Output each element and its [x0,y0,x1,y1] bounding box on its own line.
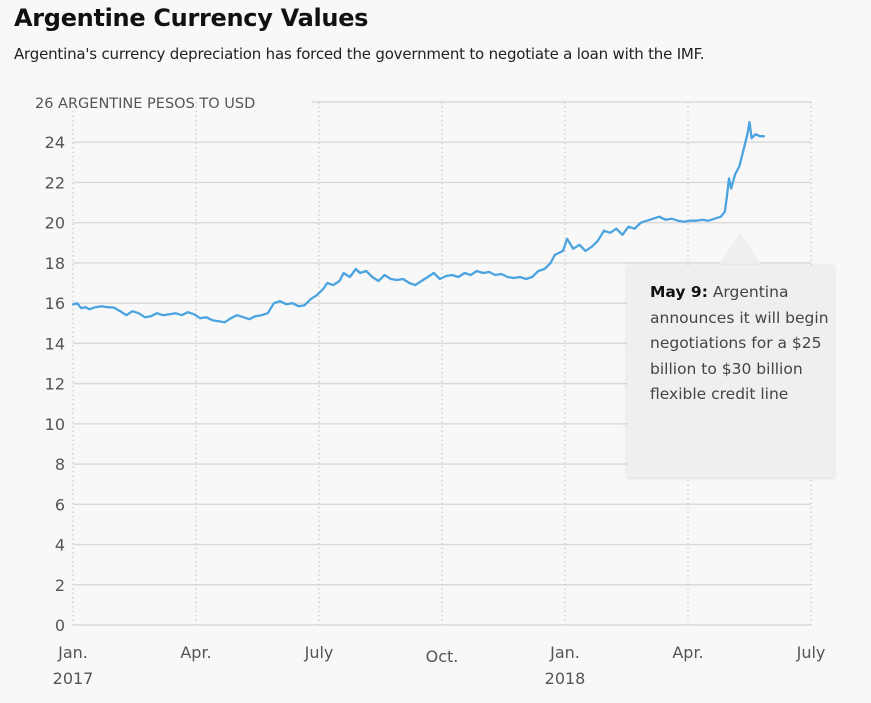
y-tick-label-0: 0 [55,616,65,635]
annotation-box [627,265,834,477]
x-tick-label-4: Jan. [549,643,580,662]
y-tick-label-4: 4 [55,536,65,555]
x-tick-label-0: Jan. [57,643,88,662]
y-tick-label-20: 20 [45,214,65,233]
x-tick-label-3: Oct. [426,647,459,666]
annotation-body: Argentina announces it will begin negoti… [650,283,829,404]
y-tick-label-10: 10 [45,415,65,434]
y-tick-label-6: 6 [55,495,65,514]
x-tick-label-2: July [304,643,334,662]
y-tick-label-22: 22 [45,173,65,192]
y-tick-label-12: 12 [45,375,65,394]
x-tick-year-0: 2017 [53,669,94,688]
y-axis-label-top: 26 ARGENTINE PESOS TO USD [35,96,255,112]
annotation-pointer [718,232,763,266]
y-tick-label-8: 8 [55,455,65,474]
x-tick-label-5: Apr. [672,643,703,662]
x-axis-ticks: Jan. 2017 Apr. July Oct. Jan. 2018 Apr. July [53,643,826,688]
annotation-text: May 9: Argentina announces it will begin… [650,280,830,408]
annotation-date: May 9: [650,283,708,301]
y-tick-label-16: 16 [45,294,65,313]
y-tick-label-14: 14 [45,334,65,353]
x-tick-label-6: July [796,643,826,662]
chart-title: Argentine Currency Values [14,4,369,32]
y-tick-label-2: 2 [55,576,65,595]
x-tick-year-4: 2018 [545,669,586,688]
annotation-pointer-group [718,232,763,266]
series-line-ars-usd [71,120,766,324]
y-tick-label-18: 18 [45,254,65,273]
x-tick-label-1: Apr. [180,643,211,662]
y-tick-label-24: 24 [45,133,65,152]
chart-subtitle: Argentina's currency depreciation has fo… [14,45,705,63]
